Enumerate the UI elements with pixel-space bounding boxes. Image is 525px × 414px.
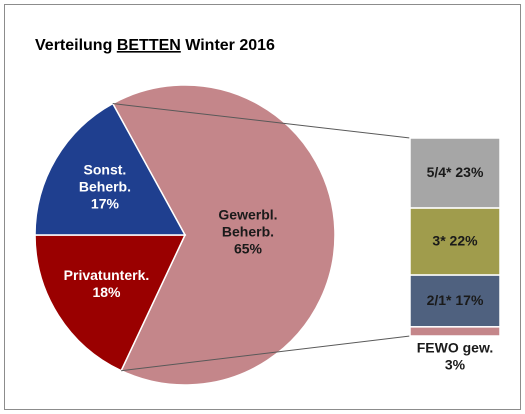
bar-value-label: 3% [445,357,466,373]
slice-label: Beherb. [222,224,274,240]
slice-label: Beherb. [79,178,131,194]
slice-value-label: 65% [234,241,263,257]
pie-slice [34,102,187,236]
slice-label: Gewerbl. [218,207,277,223]
bar-label: 5/4* 23% [427,164,484,180]
pie-slice [111,84,336,386]
title-part: Verteilung [35,37,112,54]
connector-line [112,103,411,139]
bar-category: FEWO gew. [417,340,493,356]
pie-slice [34,234,187,372]
bar-value-label: 22% [450,232,479,248]
bar-category: 3* [432,232,446,248]
bar-segment [409,326,501,337]
bar-category: 2/1* [427,292,452,308]
title-part: BETTEN [117,37,181,54]
slice-value-label: 18% [92,284,121,300]
chart-title: Verteilung BETTEN Winter 2016 [35,37,275,54]
bar-value-label: 17% [455,292,484,308]
slice-value-label: 17% [91,195,120,211]
bar-label: 2/1* 17% [427,292,484,308]
title-part: Winter 2016 [185,37,275,54]
bar-category: 5/4* [427,164,452,180]
slice-label: Sonst. [84,161,127,177]
bar-label: 3* 22% [432,232,478,248]
slice-label: Privatunterk. [64,267,150,283]
bar-value-label: 23% [455,164,484,180]
connector-line [121,335,411,372]
